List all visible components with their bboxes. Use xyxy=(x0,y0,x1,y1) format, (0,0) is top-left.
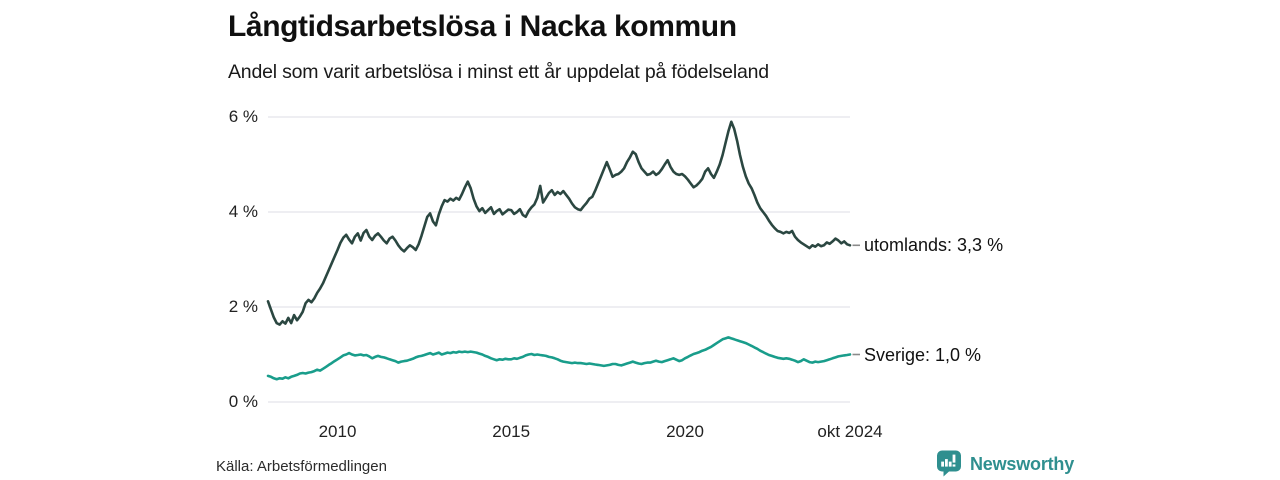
x-tick-label: 2015 xyxy=(492,422,531,441)
series-line-utomlands xyxy=(266,120,852,326)
series-line-sverige xyxy=(266,336,852,381)
y-tick-label: 0 % xyxy=(228,392,258,411)
x-tick-label: 2020 xyxy=(666,422,704,441)
y-tick-label: 2 % xyxy=(228,297,258,316)
x-tick-label: okt 2024 xyxy=(817,422,883,441)
source-note: Källa: Arbetsförmedlingen xyxy=(216,458,387,475)
y-tick-label: 4 % xyxy=(228,202,258,221)
series-end-label-sverige: Sverige: 1,0 % xyxy=(864,344,982,365)
y-tick-label: 6 % xyxy=(228,107,258,126)
newsworthy-logo-icon xyxy=(937,450,961,477)
page-title: Långtidsarbetslösa i Nacka kommun xyxy=(228,10,737,43)
x-tick-label: 2010 xyxy=(318,422,357,441)
series-end-label-utomlands: utomlands: 3,3 % xyxy=(864,235,1004,256)
logo-bar-chart-glyph xyxy=(941,454,956,467)
newsworthy-brand: Newsworthy xyxy=(936,450,1074,477)
chart-subtitle: Andel som varit arbetslösa i minst ett å… xyxy=(228,61,769,83)
brand-name: Newsworthy xyxy=(970,453,1075,474)
